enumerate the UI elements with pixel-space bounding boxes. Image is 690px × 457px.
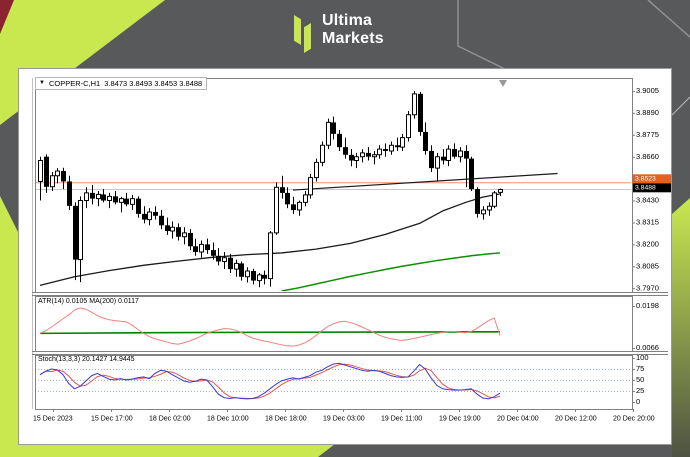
brand-logo-bar-left [294,15,301,45]
brand-line-1: Ultima [322,12,373,29]
trading-chart-window: ▼ COPPER-C,H1 3.8473 3.8493 3.8453 3.848… [18,68,672,445]
brand-logo-icon [294,12,312,54]
chart-title-bar: ▼ COPPER-C,H1 3.8473 3.8493 3.8453 3.848… [35,77,208,90]
collapse-ohlc-icon[interactable]: ▼ [39,80,45,86]
decor-lime-left-edge [0,196,18,457]
atr-ma-value-label: MA(200) 0.0117 [89,298,139,305]
brand-logo-bar-right [304,23,311,53]
brand-line-2: Markets [322,30,384,47]
decor-outline-hexagon-2 [647,0,690,38]
trading-chart-canvas[interactable] [18,68,672,445]
atr-value-label: ATR(14) 0.0105 [38,298,88,305]
chart-ohlc-values: 3.8473 3.8493 3.8453 3.8488 [104,79,203,88]
brand-logo: Ultima Markets [294,12,384,54]
decor-outline-hexagon-3 [671,96,690,116]
stoch-value-label: Stoch(13,3,3) 20.1427 14.9445 [38,356,135,363]
stochastic-indicator-label: Stoch(13,3,3) 20.1427 14.9445 [38,356,135,363]
decor-lime-bottom-strip [0,444,335,457]
decor-lime-right-edge [672,198,690,457]
decor-maroon-triangle [0,0,14,34]
atr-indicator-label: ATR(14) 0.0105 MA(200) 0.0117 [38,298,139,305]
chart-symbol: COPPER-C,H1 [48,79,101,88]
brand-name: Ultima Markets [322,12,384,48]
